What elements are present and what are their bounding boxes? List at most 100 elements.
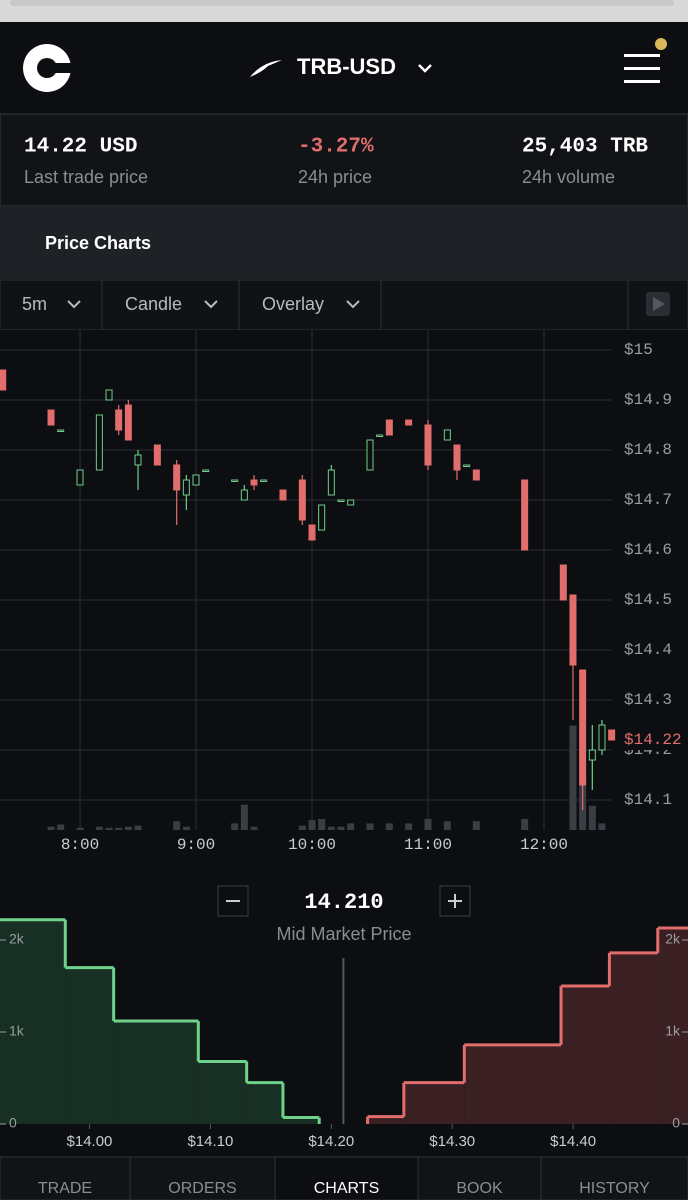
zoom-out[interactable]	[217, 885, 249, 917]
stat-label: 24h volume	[522, 167, 615, 187]
x-tick-label: 12:00	[520, 836, 568, 854]
logo-cut	[55, 63, 73, 73]
y-tick-label: $14.1	[624, 791, 672, 809]
candle-body	[337, 499, 345, 502]
mid-label: Mid Market Price	[276, 924, 411, 944]
candle-body	[134, 454, 142, 466]
tab[interactable]	[417, 1156, 542, 1200]
x-tick-label: $14.20	[308, 1133, 354, 1150]
x-tick-label: 11:00	[404, 836, 452, 854]
x-tick-label: $14.30	[429, 1133, 475, 1150]
volume-bar	[250, 826, 258, 830]
tab[interactable]	[540, 1156, 688, 1200]
browser-strip	[10, 0, 674, 6]
zoom-in[interactable]	[439, 885, 471, 917]
menu-line	[624, 80, 660, 83]
menu-button[interactable]	[624, 38, 667, 83]
depth-area	[246, 1082, 283, 1124]
chevron	[67, 300, 81, 309]
candle-body	[559, 564, 567, 601]
x-tick-label: 9:00	[177, 836, 215, 854]
volume-bar	[173, 821, 181, 830]
tab[interactable]	[0, 1156, 131, 1200]
pair-name[interactable]: TRB-USD	[297, 54, 396, 79]
tab[interactable]	[129, 1156, 276, 1200]
tab-label[interactable]: CHARTS	[314, 1180, 380, 1197]
volume-bar	[134, 825, 142, 830]
toolbar	[0, 279, 688, 331]
candle-body	[318, 504, 326, 531]
candle-body	[279, 489, 287, 501]
y-tick-label: $14.5	[624, 591, 672, 609]
tab-label[interactable]: TRADE	[38, 1180, 92, 1197]
candle-body	[115, 409, 123, 431]
x-tick-label: $14.00	[67, 1133, 113, 1150]
volume-bar	[385, 823, 393, 830]
chart-type-select[interactable]: Candle	[125, 294, 182, 314]
tab-label[interactable]: HISTORY	[579, 1180, 650, 1197]
depth-area	[403, 1082, 465, 1124]
candle-body	[250, 479, 258, 486]
y-tick-label: 2k	[9, 931, 25, 947]
y-tick-label: 1k	[9, 1023, 25, 1039]
candle-body	[472, 469, 480, 481]
volume-bar	[231, 823, 239, 830]
logo[interactable]	[23, 44, 73, 92]
candle-body	[182, 479, 190, 496]
y-tick-label: 0	[9, 1115, 17, 1131]
depth-chart: 0 0 1k 1k 2k 2k $14.00 $14.10 $14.20 $14.30 $14.40	[0, 918, 688, 1150]
menu-line	[624, 54, 660, 57]
stat-value: 25,403 TRB	[522, 136, 648, 159]
play-button[interactable]	[646, 292, 670, 316]
y-tick-label: 0	[672, 1115, 680, 1131]
overlay-select[interactable]: Overlay	[262, 294, 324, 314]
stat-value: 14.22 USD	[24, 136, 137, 159]
volume-bar	[298, 825, 306, 830]
candle-body	[608, 729, 616, 741]
volume-bar	[240, 804, 248, 830]
stats-bar	[0, 113, 688, 207]
y-tick-label: 2k	[665, 931, 681, 947]
candle-body	[240, 489, 248, 501]
menu-line	[624, 67, 660, 70]
play-icon	[653, 297, 665, 311]
menu-badge	[655, 38, 667, 50]
x-tick-label: $14.40	[550, 1133, 596, 1150]
x-tick-label: 8:00	[61, 836, 99, 854]
candle-body	[385, 419, 393, 436]
volume-bar	[443, 821, 451, 830]
candle-body	[405, 419, 413, 426]
candle-body	[124, 404, 132, 441]
volume-bar	[182, 826, 190, 830]
section-band	[0, 207, 688, 279]
candle-body	[424, 424, 432, 466]
tab-label[interactable]: ORDERS	[168, 1180, 236, 1197]
y-tick-label: $14.3	[624, 691, 672, 709]
interval-select[interactable]: 5m	[22, 294, 47, 314]
candle-body	[347, 499, 355, 506]
tab-label[interactable]: BOOK	[456, 1180, 503, 1197]
volume-bar	[76, 827, 84, 830]
candle-body	[231, 479, 239, 482]
depth-area	[0, 919, 66, 1124]
volume-bar	[337, 826, 345, 830]
candle-body	[105, 389, 113, 401]
volume-bar	[124, 826, 132, 830]
volume-bar	[95, 826, 103, 830]
volume-bar	[57, 824, 65, 830]
depth-area	[113, 1020, 199, 1124]
volume-bar	[47, 826, 55, 830]
depth-area	[282, 1117, 320, 1124]
candle-body	[463, 464, 471, 467]
volume-bar	[588, 805, 596, 830]
y-tick-label: $14.4	[624, 641, 672, 659]
volume-bar	[598, 823, 606, 830]
y-tick-label: $14.8	[624, 441, 672, 459]
candle-body	[521, 479, 529, 551]
pair-chevron[interactable]	[418, 64, 432, 73]
stat-value: -3.27%	[298, 136, 374, 159]
y-tick-label: $14.9	[624, 391, 672, 409]
depth-area	[609, 952, 658, 1124]
depth-area	[198, 1061, 247, 1124]
last-price-bg	[620, 730, 688, 750]
